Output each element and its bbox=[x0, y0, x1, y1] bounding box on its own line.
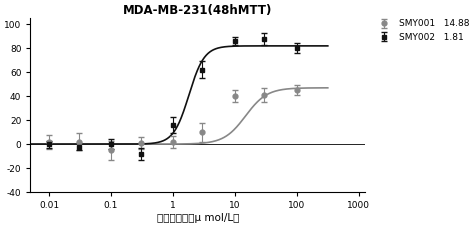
Title: MDA-MB-231(48hMTT): MDA-MB-231(48hMTT) bbox=[123, 4, 273, 17]
X-axis label: 化合物浓度（μ mol/L）: 化合物浓度（μ mol/L） bbox=[156, 213, 239, 223]
Legend: SMY001   14.88, SMY002   1.81: SMY001 14.88, SMY002 1.81 bbox=[373, 19, 470, 42]
